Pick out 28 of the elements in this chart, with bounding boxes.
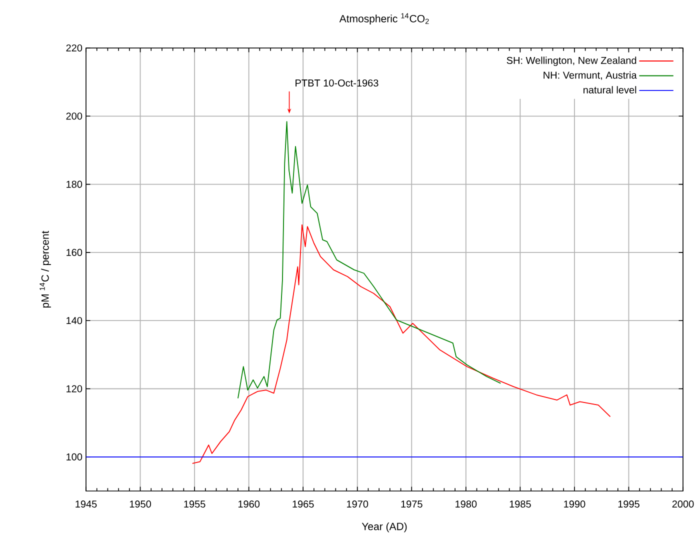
y-tick-label: 140 (66, 317, 82, 324)
x-tick-label: 1965 (292, 500, 314, 508)
y-tick-label: 180 (66, 180, 82, 188)
y-tick-label: 160 (66, 248, 82, 256)
x-tick-label: 1970 (347, 500, 368, 508)
legend-label: NH: Vermunt, Austria (544, 71, 637, 80)
y-tick-label: 100 (66, 453, 82, 460)
x-tick-label: 1950 (130, 500, 152, 508)
x-tick-label: 1960 (238, 500, 260, 508)
y-axis-title: pM $^{14}$C / percent (40, 230, 51, 308)
legend-label: SH: Wellington, New Zealand (506, 56, 636, 66)
annotation: PTBT 10-Oct-1963 (296, 79, 378, 87)
line-series (192, 224, 611, 464)
x-tick-label: 1945 (76, 500, 97, 508)
x-tick-label: 1980 (456, 500, 477, 508)
y-tick-label: 200 (66, 112, 82, 120)
y-tick-label: 120 (66, 385, 82, 392)
x-axis-title: Year (AD) (362, 522, 407, 532)
legend-label: natural level (584, 86, 636, 94)
x-tick-label: 1955 (184, 500, 206, 508)
y-tick-label: 220 (66, 44, 82, 52)
x-tick-label: 1975 (401, 500, 422, 508)
x-tick-label: 1990 (564, 500, 586, 508)
x-tick-label: 1995 (618, 500, 640, 508)
chart-title: Atmospheric $^{14}$CO$_{2}$ (339, 13, 429, 24)
x-tick-label: 1985 (510, 500, 531, 508)
line-series (238, 121, 502, 399)
x-tick-label: 2000 (672, 500, 694, 508)
